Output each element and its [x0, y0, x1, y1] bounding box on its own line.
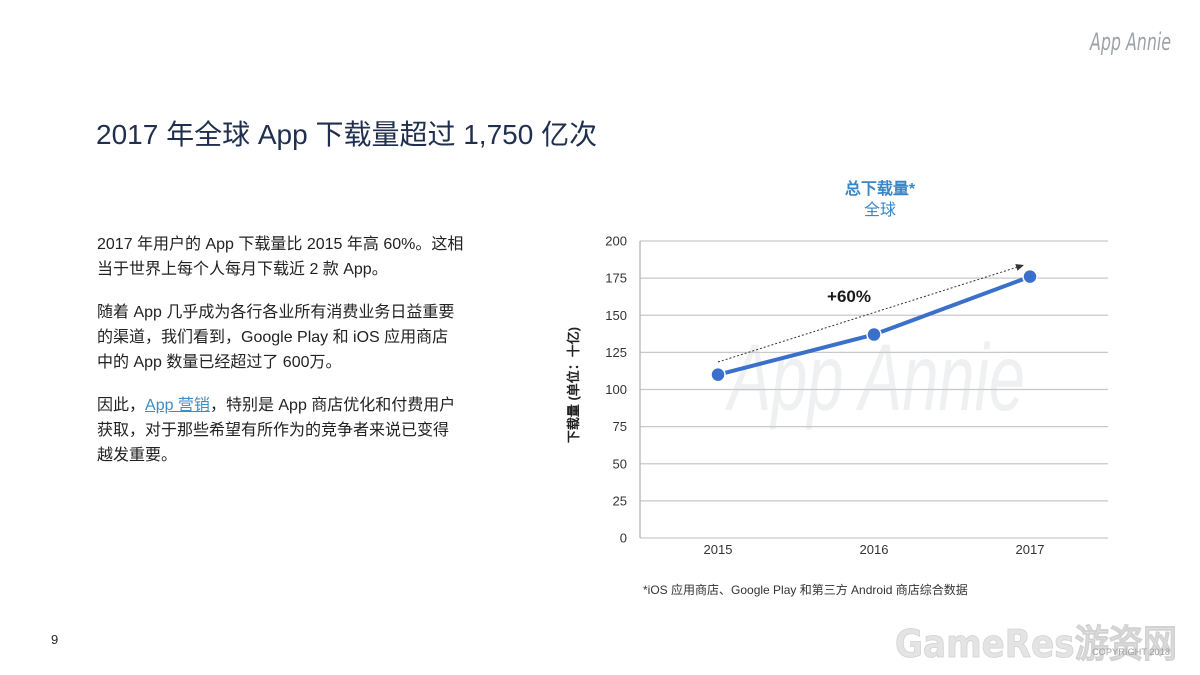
chart-title: 总下载量* [844, 181, 916, 198]
growth-arrow-line [717, 266, 1017, 363]
paragraph-1-line: 2017 年用户的 App 下载量比 2015 年高 60%。这相 [97, 236, 464, 253]
paragraph-3-lead-text: 因此， [97, 397, 146, 414]
series [710, 268, 1038, 383]
paragraph-3-line: 因此，App 营销，特别是 App 商店优化和付费用户 [97, 393, 517, 418]
app-marketing-link[interactable]: App 营销 [145, 397, 210, 414]
growth-arrow-head [1015, 264, 1024, 271]
y-axis-title: 下载量 (单位：十亿) [566, 327, 581, 443]
growth-annotation: +60% [717, 264, 1024, 363]
y-tick-label-0: 0 [620, 531, 627, 546]
data-point-2015 [710, 366, 726, 383]
paragraph-2: 随着 App 几乎成为各行各业所有消费业务日益重要 的渠道，我们看到，Googl… [97, 300, 517, 375]
slide-title: 2017 年全球 App 下载量超过 1,750 亿次 [96, 119, 598, 150]
y-tick-labels: 0 25 50 75 100 125 150 175 200 [605, 234, 627, 546]
chart-title-block: 总下载量* 全球 [760, 179, 1000, 221]
x-tick-label-2015: 2015 [704, 542, 733, 557]
copyright-text: COPYRIGHT 2018 [1092, 647, 1170, 657]
app-annie-logo: App Annie [1089, 28, 1171, 56]
y-tick-label-25: 25 [613, 493, 627, 508]
y-tick-label-175: 175 [605, 271, 627, 286]
paragraph-2-line: 随着 App 几乎成为各行各业所有消费业务日益重要 [97, 304, 455, 321]
paragraph-1: 2017 年用户的 App 下载量比 2015 年高 60%。这相 当于世界上每… [97, 232, 517, 282]
chart-watermark-layer: App Annie [725, 325, 1025, 431]
paragraph-2-line: 的渠道，我们看到，Google Play 和 iOS 应用商店 [97, 329, 449, 346]
site-watermark: GameRes游资网 COPYRIGHT 2018 [895, 622, 1178, 667]
paragraph-3: 因此，App 营销，特别是 App 商店优化和付费用户 获取，对于那些希望有所作… [97, 393, 517, 468]
y-tick-label-125: 125 [605, 345, 627, 360]
paragraph-3-line: 获取，对于那些希望有所作为的竞争者来说已变得 [97, 422, 450, 439]
y-tick-label-150: 150 [605, 308, 627, 323]
x-tick-labels: 2015 2016 2017 [704, 542, 1045, 557]
paragraph-1-line: 当于世界上每个人每月下载近 2 款 App。 [97, 261, 388, 278]
body-text: 2017 年用户的 App 下载量比 2015 年高 60%。这相 当于世界上每… [97, 232, 517, 486]
x-tick-label-2016: 2016 [860, 542, 889, 557]
data-point-2017 [1022, 268, 1038, 285]
y-tick-label-75: 75 [613, 419, 627, 434]
site-watermark-text: GameRes游资网 [895, 622, 1177, 666]
paragraph-2-line: 中的 App 数量已经超过了 600万。 [97, 354, 342, 371]
y-tick-label-50: 50 [613, 456, 627, 471]
chart-footnote: *iOS 应用商店、Google Play 和第三方 Android 商店综合数… [643, 583, 968, 597]
growth-annotation-label: +60% [827, 287, 871, 306]
paragraph-3-line: 越发重要。 [97, 447, 178, 464]
y-tick-label-100: 100 [605, 382, 627, 397]
chart-watermark: App Annie [725, 325, 1025, 431]
x-tick-label-2017: 2017 [1016, 542, 1045, 557]
paragraph-3-tail-text: ，特别是 App 商店优化和付费用户 [209, 397, 456, 414]
page-number: 9 [51, 632, 59, 647]
data-point-2016 [866, 326, 882, 343]
gridlines [640, 240, 1108, 539]
chart-subtitle: 全球 [863, 202, 896, 219]
y-tick-label-200: 200 [605, 234, 627, 249]
logo-text: App Annie [1089, 28, 1171, 56]
